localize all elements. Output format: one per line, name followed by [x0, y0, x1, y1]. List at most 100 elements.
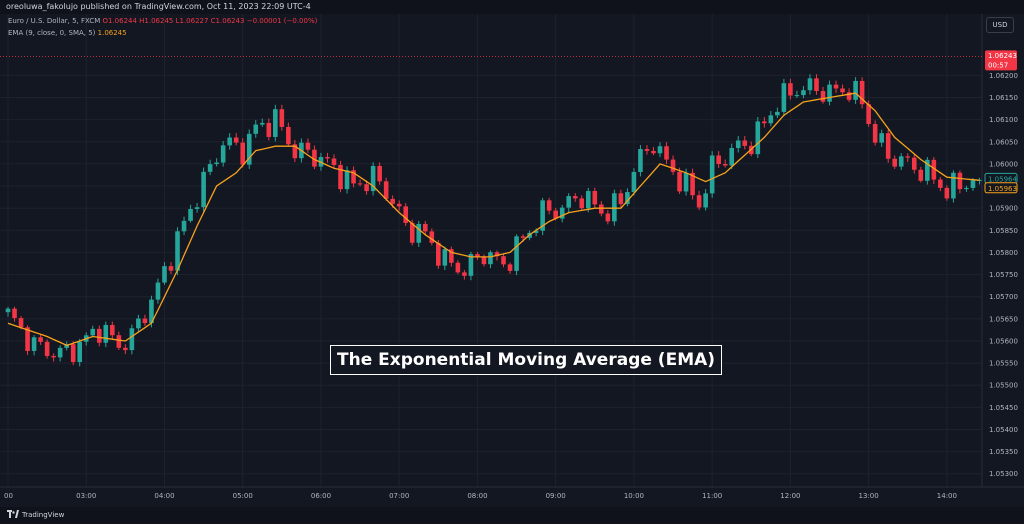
- candle-body: [357, 183, 363, 185]
- candle-body: [188, 209, 193, 221]
- candle: [253, 120, 259, 138]
- candle-body: [377, 165, 382, 182]
- candle: [566, 193, 572, 213]
- candle-body: [925, 159, 930, 181]
- candle: [944, 185, 950, 201]
- candle-body: [364, 184, 369, 192]
- candle-body: [533, 230, 539, 233]
- candle-body: [696, 195, 702, 208]
- price-label-box: [985, 50, 1017, 71]
- price-label-text: 1.05963: [988, 185, 1017, 193]
- candle: [201, 167, 206, 212]
- candle-body: [898, 156, 904, 167]
- candle: [677, 167, 682, 194]
- candle: [44, 339, 50, 359]
- price-tick-label: 1.05550: [989, 360, 1018, 368]
- candle-body: [905, 156, 911, 158]
- candle-body: [70, 344, 76, 362]
- symbol-legend[interactable]: Euro / U.S. Dollar, 5, FXCM O1.06244 H1.…: [8, 17, 317, 25]
- candle-body: [331, 158, 337, 165]
- candle-body: [468, 254, 474, 276]
- candle-body: [735, 140, 741, 149]
- candle: [585, 187, 591, 213]
- candle-body: [77, 341, 83, 362]
- candle-body: [338, 164, 343, 190]
- candle: [162, 262, 167, 285]
- candle: [657, 142, 663, 158]
- candle-body: [266, 122, 272, 137]
- time-tick-label: 04:00: [154, 492, 174, 500]
- candle-body: [136, 318, 141, 329]
- candle: [279, 104, 285, 131]
- candle-body: [246, 133, 252, 165]
- candle: [579, 195, 585, 211]
- candle-body: [546, 200, 552, 211]
- candle: [703, 189, 708, 211]
- candle-body: [57, 347, 63, 358]
- candle: [175, 227, 180, 276]
- ema-label: EMA (9, close, 0, SMA, 5): [8, 29, 96, 37]
- candle: [977, 177, 982, 185]
- candle: [801, 85, 806, 99]
- candle: [259, 118, 265, 127]
- candle: [266, 118, 272, 141]
- candle-body: [566, 196, 572, 208]
- candle-body: [259, 122, 265, 125]
- candle-body: [951, 172, 956, 199]
- candle-body: [768, 115, 774, 124]
- ema-value: 1.06245: [97, 29, 127, 37]
- time-tick-label: 06:00: [311, 492, 331, 500]
- candle-body: [162, 266, 167, 283]
- candle-body: [559, 207, 565, 219]
- candle-body: [762, 121, 767, 124]
- ohlc-values: O1.06244 H1.06245 L1.06227 C1.06243 −0.0…: [102, 17, 318, 25]
- candle-body: [703, 193, 708, 208]
- candle: [188, 204, 193, 223]
- ema-legend[interactable]: EMA (9, close, 0, SMA, 5) 1.06245: [8, 29, 127, 37]
- candle-body: [729, 148, 735, 166]
- candle: [501, 254, 506, 268]
- candle: [833, 80, 839, 93]
- candle-body: [618, 193, 624, 205]
- price-label-countdown: 00:57: [988, 61, 1008, 69]
- candle-body: [116, 335, 122, 348]
- candle: [559, 204, 565, 223]
- candle: [12, 306, 17, 322]
- candle-body: [872, 124, 878, 143]
- candle-body: [644, 149, 650, 151]
- candle: [670, 155, 676, 175]
- candle: [416, 220, 422, 247]
- tradingview-brand: TradingView: [22, 511, 65, 519]
- candle: [827, 80, 832, 106]
- candle-body: [233, 137, 239, 143]
- candle: [31, 335, 37, 356]
- candle-body: [175, 231, 180, 271]
- candle-body: [481, 256, 487, 265]
- candle: [422, 220, 428, 236]
- candle-body: [938, 179, 943, 188]
- currency-button[interactable]: USD: [986, 17, 1014, 33]
- candle: [357, 179, 363, 187]
- candle-body: [220, 145, 226, 163]
- candle: [377, 162, 382, 185]
- candle-body: [142, 318, 148, 324]
- candle: [631, 168, 637, 196]
- candle: [403, 203, 409, 226]
- candle-body: [351, 170, 356, 184]
- candle-body: [155, 282, 161, 300]
- candle-body: [833, 84, 839, 89]
- tradingview-logo-icon: [7, 510, 19, 518]
- candle: [638, 145, 643, 177]
- candle-body: [25, 327, 30, 351]
- candle-body: [129, 328, 135, 351]
- candle-body: [227, 137, 232, 146]
- candle: [696, 190, 702, 211]
- candle-body: [312, 149, 317, 167]
- candle-body: [625, 192, 630, 205]
- candle: [931, 157, 937, 184]
- candle-body: [651, 150, 656, 154]
- candle-body: [657, 146, 663, 154]
